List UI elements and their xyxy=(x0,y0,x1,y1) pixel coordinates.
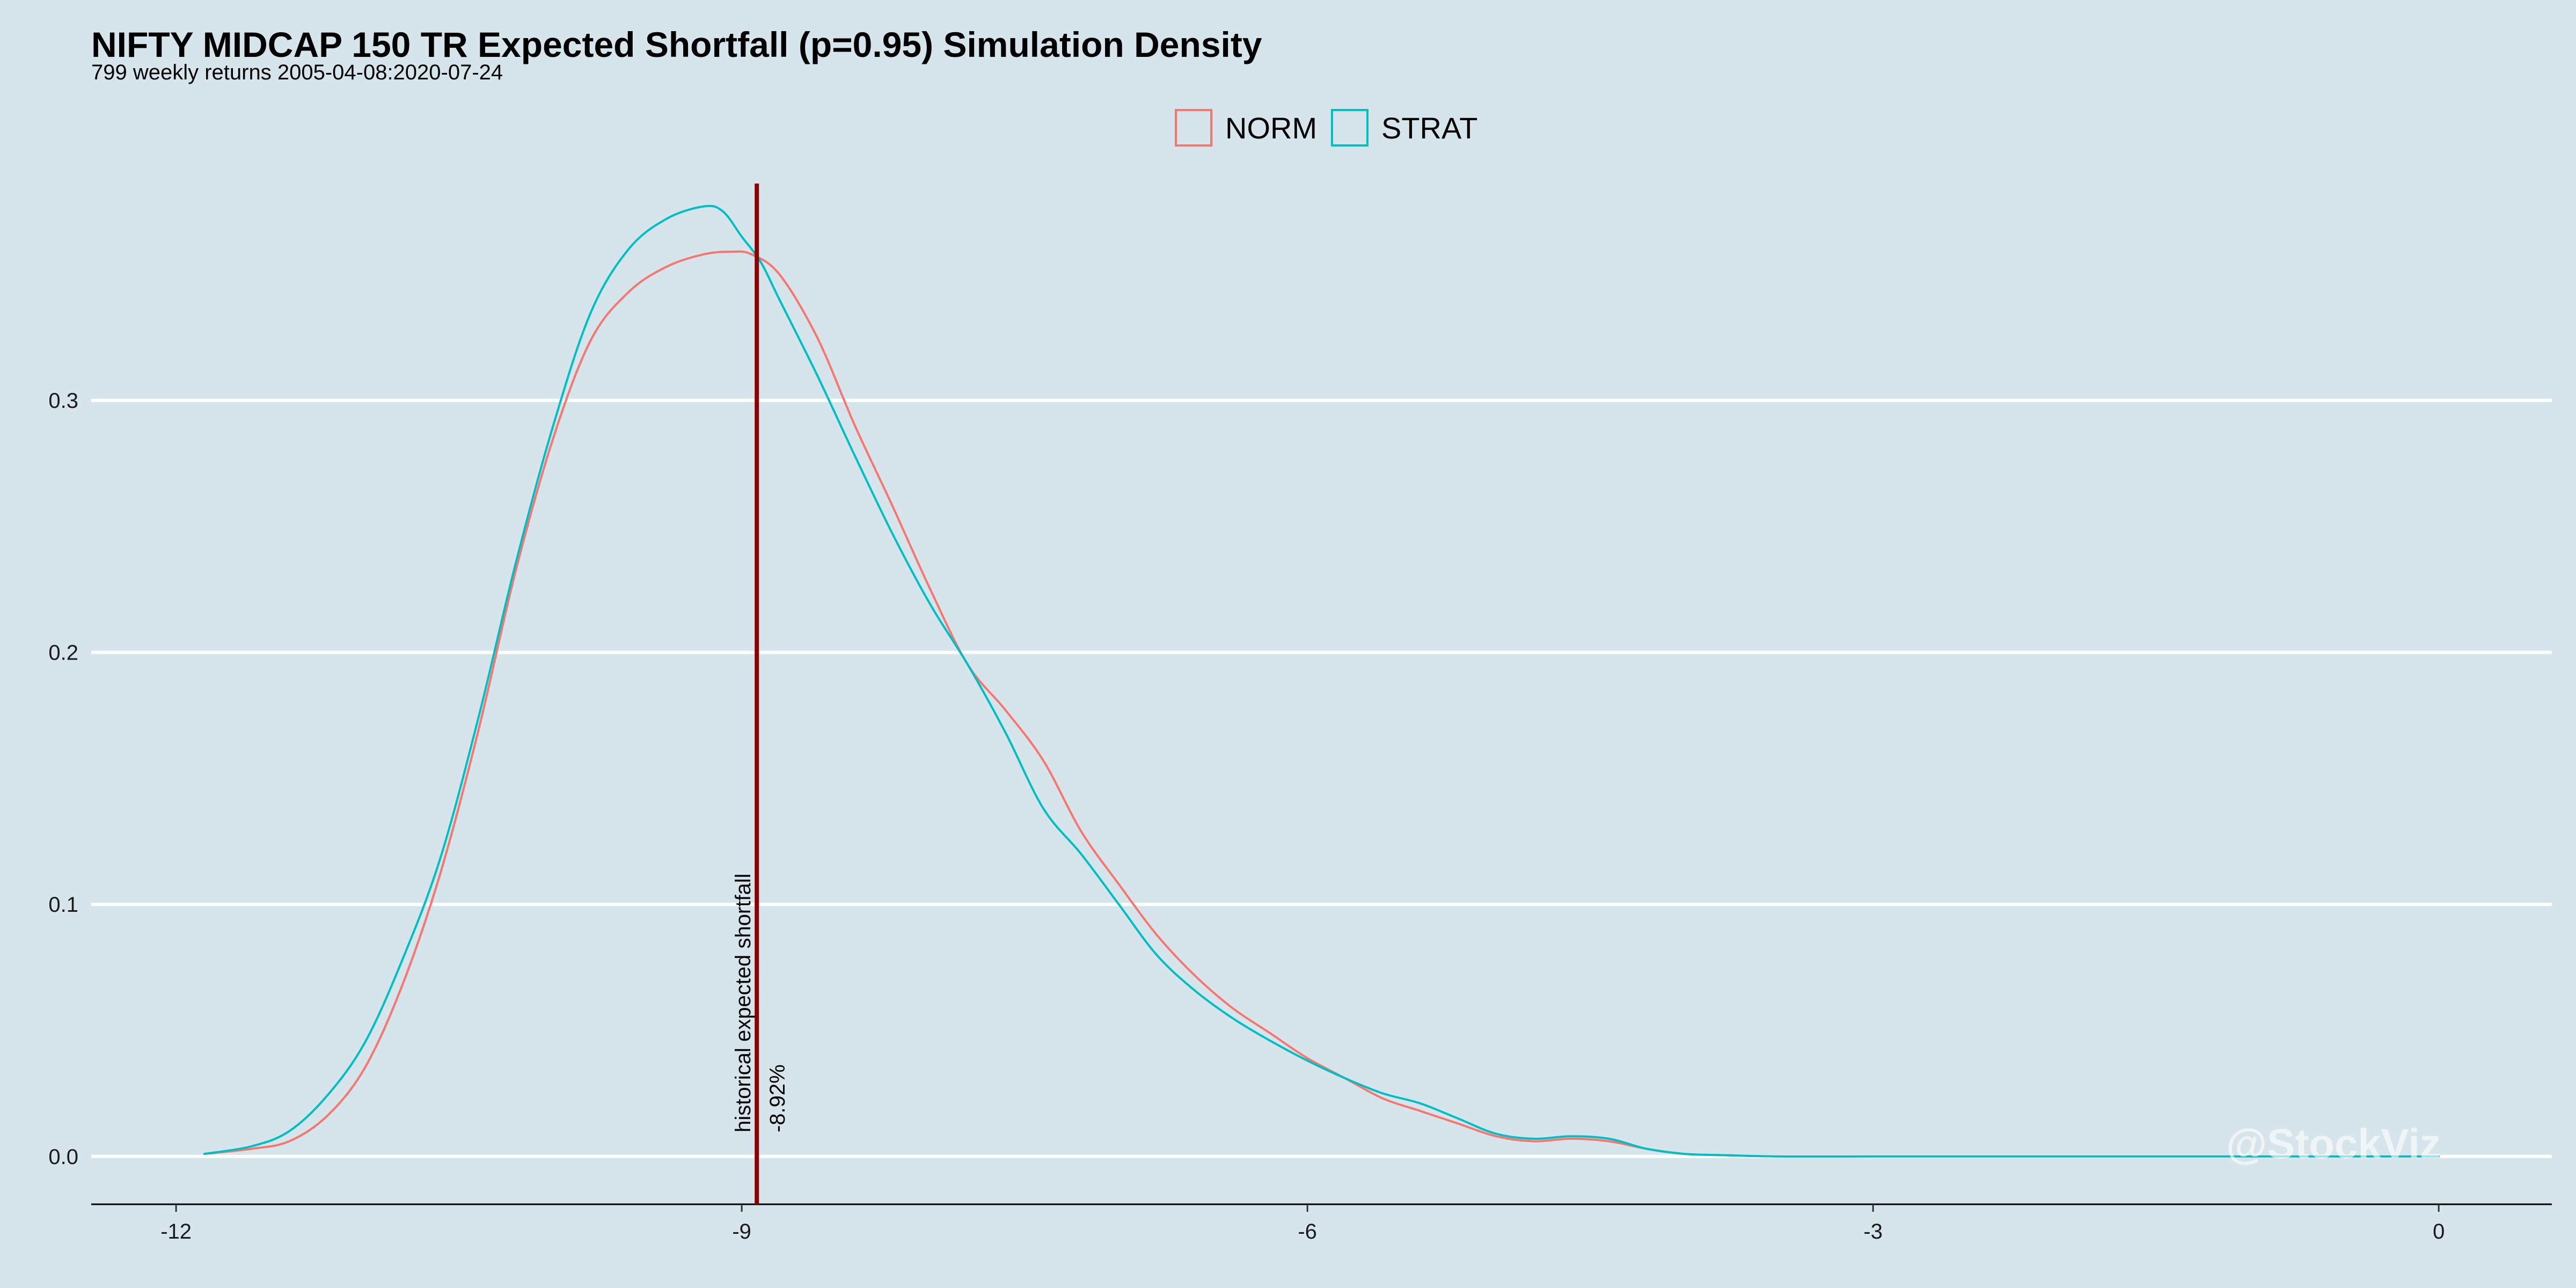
legend-label-strat: STRAT xyxy=(1381,111,1477,145)
y-tick-label: 0.3 xyxy=(48,389,78,413)
x-tick-label: -3 xyxy=(1863,1220,1883,1243)
x-tick-label: -9 xyxy=(732,1220,751,1243)
legend-swatch-norm xyxy=(1175,109,1212,147)
x-tick-label: 0 xyxy=(2433,1220,2445,1243)
series-line-strat xyxy=(203,204,2440,1158)
chart-title: NIFTY MIDCAP 150 TR Expected Shortfall (… xyxy=(91,25,1262,64)
watermark-text: @StockViz xyxy=(2226,1120,2441,1167)
chart-subtitle: 799 weekly returns 2005-04-08:2020-07-24 xyxy=(91,61,503,84)
x-tick-label: -6 xyxy=(1298,1220,1317,1243)
legend-swatch-strat xyxy=(1331,109,1368,147)
axes: 0.0 0.1 0.2 0.3 -12 -9 -6 -3 0 xyxy=(48,389,2552,1243)
legend-label-norm: NORM xyxy=(1225,111,1317,145)
annotation-value: -8.92% xyxy=(766,1064,789,1132)
legend: NORM STRAT xyxy=(1175,109,1477,147)
x-tick-label: -12 xyxy=(160,1220,192,1243)
y-tick-label: 0.1 xyxy=(48,893,78,917)
y-tick-label: 0.2 xyxy=(48,641,78,665)
y-tick-label: 0.0 xyxy=(48,1145,78,1169)
annotation-label: historical expected shortfall xyxy=(731,874,755,1132)
annotation-layer: historical expected shortfall -8.92% xyxy=(731,184,789,1204)
series-lines xyxy=(203,204,2440,1158)
